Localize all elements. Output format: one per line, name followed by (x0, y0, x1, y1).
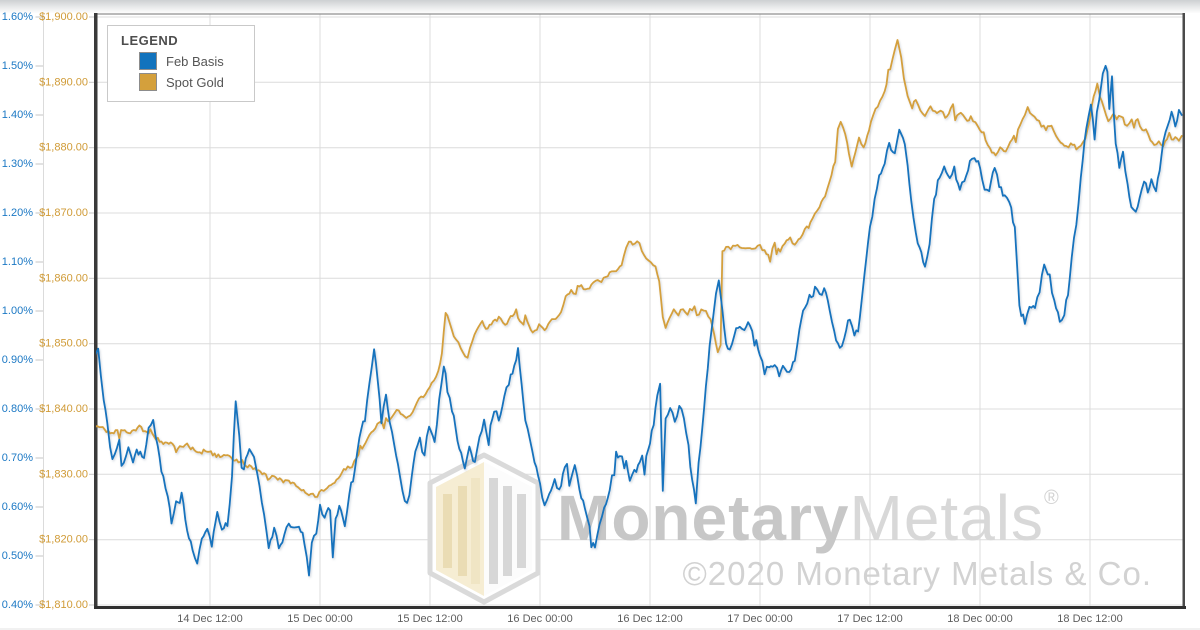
watermark-brand-light: Metals (850, 482, 1045, 554)
x-tick-label: 15 Dec 12:00 (397, 613, 462, 625)
legend: LEGEND Feb Basis Spot Gold (107, 25, 255, 102)
legend-swatch-icon (139, 73, 157, 91)
series-line-spot-gold (96, 39, 1183, 498)
chart-axes (0, 13, 1200, 630)
legend-item-label: Spot Gold (166, 74, 224, 90)
x-tick-label: 18 Dec 12:00 (1057, 613, 1122, 625)
chart-series (96, 39, 1183, 577)
dollar-tick-label: $1,860.00 (39, 272, 88, 284)
percent-tick-label: 1.40% (2, 109, 33, 121)
watermark: MonetaryMetals® ©2020 Monetary Metals & … (427, 452, 1152, 605)
x-tick-label: 15 Dec 00:00 (287, 613, 352, 625)
series-line-feb-basis (96, 64, 1183, 577)
plot-area[interactable] (95, 14, 1184, 607)
x-tick-label: 17 Dec 00:00 (727, 613, 792, 625)
dollar-tick-label: $1,880.00 (39, 142, 88, 154)
dollar-tick-label: $1,870.00 (39, 207, 88, 219)
percent-tick-label: 0.60% (2, 501, 33, 513)
axis-labels: 1.60% 1.50% 1.40% 1.30% 1.20% 1.10% 1.00% 0.90%… (2, 11, 1123, 625)
top-gradient-strip (0, 0, 1200, 13)
percent-tick-label: 1.10% (2, 256, 33, 268)
dollar-tick-label: $1,840.00 (39, 403, 88, 415)
x-tick-label: 14 Dec 12:00 (177, 613, 242, 625)
percent-tick-label: 1.60% (2, 11, 33, 23)
percent-tick-label: 1.30% (2, 158, 33, 170)
x-tick-label: 16 Dec 12:00 (617, 613, 682, 625)
watermark-brand: MonetaryMetals® (557, 482, 1060, 554)
legend-item-spot-gold[interactable]: Spot Gold (139, 73, 246, 91)
legend-swatch-icon (139, 52, 157, 70)
percent-tick-label: 1.20% (2, 207, 33, 219)
dollar-tick-label: $1,890.00 (39, 76, 88, 88)
percent-tick-label: 0.90% (2, 354, 33, 366)
x-tick-label: 16 Dec 00:00 (507, 613, 572, 625)
x-tick-label: 17 Dec 12:00 (837, 613, 902, 625)
percent-tick-label: 1.50% (2, 60, 33, 72)
legend-item-label: Feb Basis (166, 53, 224, 69)
watermark-copyright: ©2020 Monetary Metals & Co. (682, 555, 1152, 592)
dollar-tick-label: $1,830.00 (39, 468, 88, 480)
percent-tick-label: 0.40% (2, 599, 33, 611)
percent-tick-label: 1.00% (2, 305, 33, 317)
registered-mark: ® (1044, 487, 1060, 509)
percent-tick-label: 0.50% (2, 550, 33, 562)
percent-tick-label: 0.70% (2, 452, 33, 464)
dollar-tick-label: $1,810.00 (39, 599, 88, 611)
dollar-tick-label: $1,900.00 (39, 11, 88, 23)
legend-title: LEGEND (121, 33, 179, 48)
dollar-tick-label: $1,820.00 (39, 534, 88, 546)
legend-item-feb-basis[interactable]: Feb Basis (139, 52, 246, 70)
legend-items: Feb Basis Spot Gold (121, 52, 246, 91)
watermark-brand-heavy: Monetary (557, 482, 850, 554)
x-tick-label: 18 Dec 00:00 (947, 613, 1012, 625)
percent-tick-label: 0.80% (2, 403, 33, 415)
dollar-tick-label: $1,850.00 (39, 338, 88, 350)
monetary-metals-logo-icon (427, 452, 541, 605)
